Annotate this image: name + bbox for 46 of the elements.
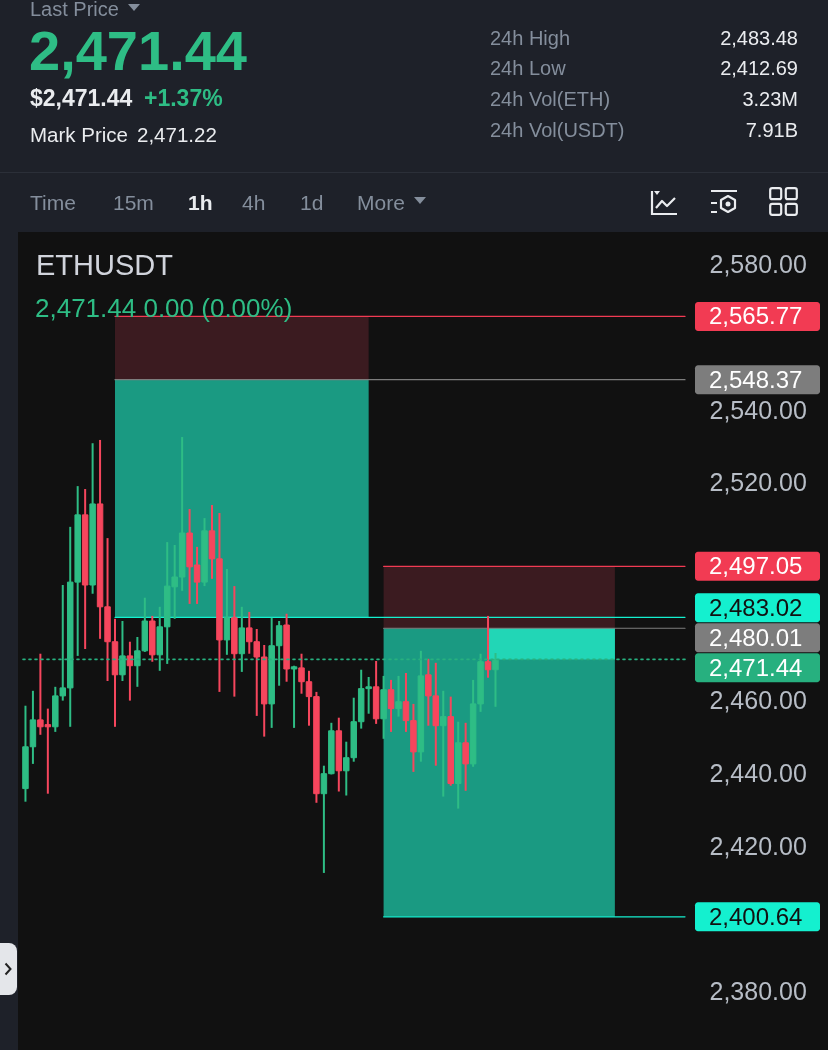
text: 4h [242,191,266,215]
text: Last Price [30,0,119,21]
ref-line-label: 2,565.77 [709,302,803,330]
y-tick-label: 2,460.00 [709,686,807,715]
ref-line-label: 2,548.37 [709,365,803,393]
text: 24h Low [490,57,566,80]
text: ETHUSDT [36,249,173,282]
candlestick [462,721,469,792]
candlestick [290,664,298,729]
candlestick [119,620,126,682]
candlestick [492,652,499,708]
text: 15m [113,191,154,215]
text: 24h Vol(USDT) [490,119,625,142]
text: Mark Price [30,122,128,146]
ref-line-label: 2,497.05 [709,552,803,580]
text: 2,471.22 [137,122,217,146]
text: 24h High [490,27,571,50]
text: Time [30,191,76,215]
text: $2,471.44 [30,84,133,111]
y-tick-label: 2,380.00 [709,977,807,1006]
y-tick-label: 2,580.00 [709,250,807,279]
y-tick-label: 2,520.00 [709,468,807,497]
text: 3.23M [742,88,798,111]
text: 1d [300,191,324,215]
text: 24h Vol(ETH) [490,88,611,111]
candlestick [395,674,402,718]
text: 2,483.48 [720,27,798,50]
candlestick [387,678,395,733]
text: 1h [188,191,213,215]
y-tick-label: 2,540.00 [709,395,807,424]
text: 2,471.44 0.00 (0.00%) [35,292,293,323]
y-tick-label: 2,440.00 [709,759,807,788]
ref-line-label: 2,400.64 [709,902,803,930]
text: 2,471.44 [29,18,247,82]
ref-line-label: 2,471.44 [709,653,803,681]
candlestick [126,640,134,702]
y-tick-label: 2,420.00 [709,831,807,860]
text: 7.91B [745,119,798,142]
candlestick [223,568,231,656]
candlestick [440,689,447,798]
text: +1.37% [144,84,223,111]
ref-line-label: 2,480.01 [709,623,803,651]
ref-line-label: 2,483.02 [709,593,803,621]
text: 2,412.69 [720,57,798,80]
candlestick [484,614,492,679]
text: More [357,191,405,215]
